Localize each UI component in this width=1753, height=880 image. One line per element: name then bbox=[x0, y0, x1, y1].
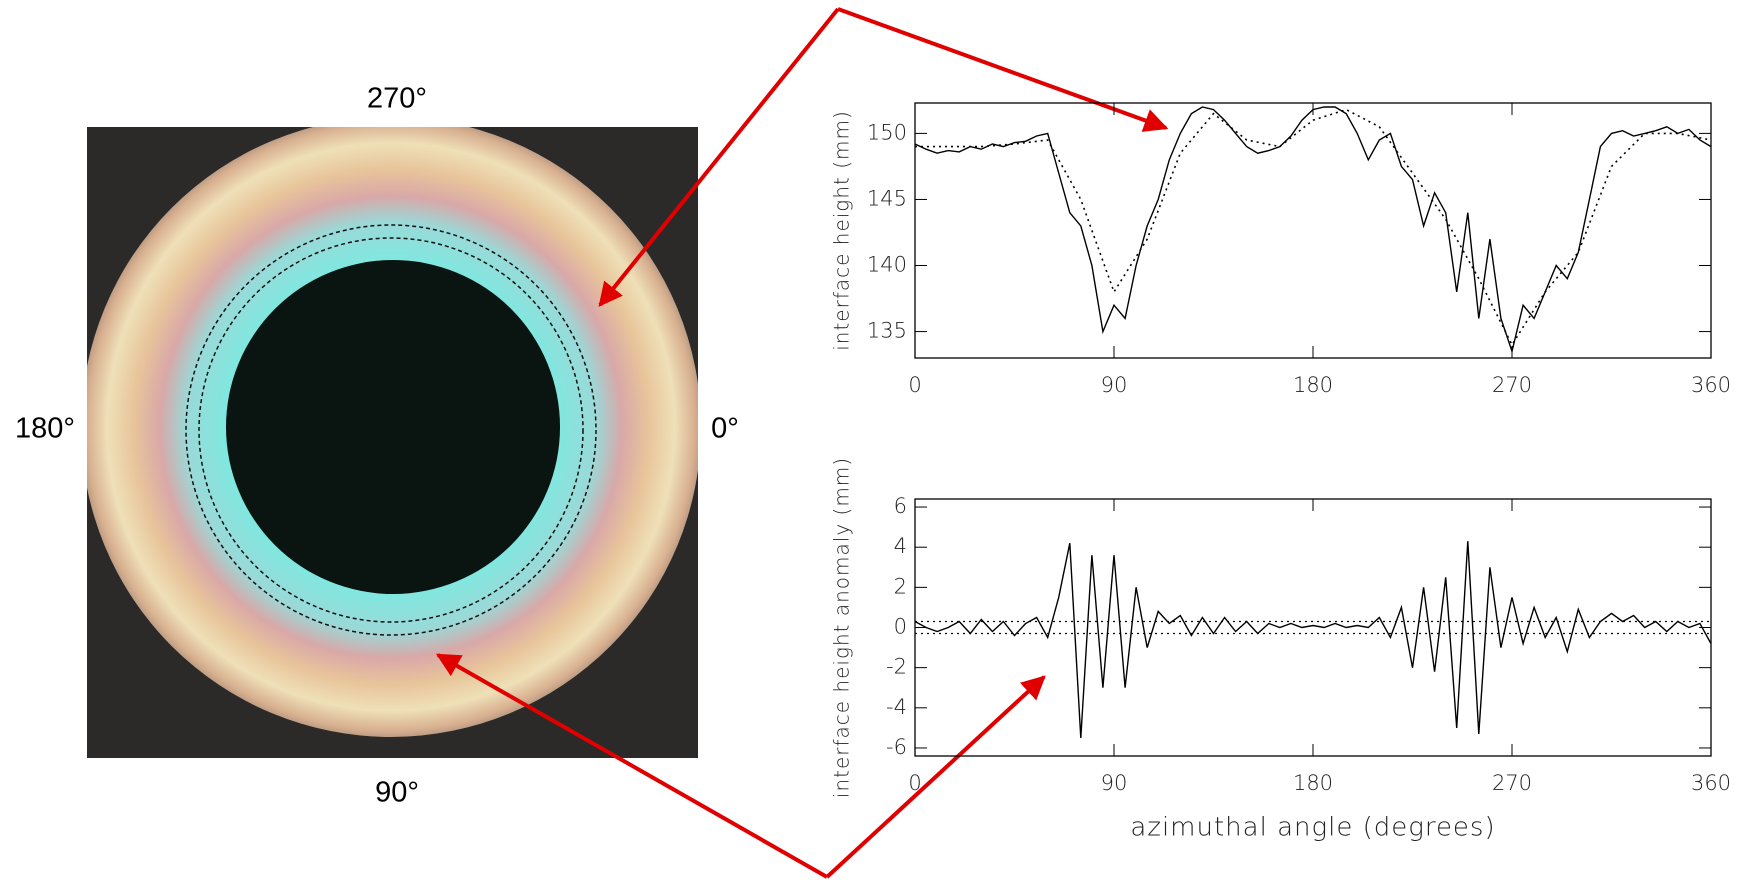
angle-label: 90° bbox=[375, 777, 419, 809]
y-tick-label: -2 bbox=[886, 655, 907, 679]
y-tick-label: -6 bbox=[886, 735, 907, 759]
y-tick-label: 4 bbox=[894, 534, 907, 558]
x-tick-label: 90 bbox=[1101, 771, 1128, 795]
x-tick-label: 90 bbox=[1101, 373, 1128, 397]
x-tick-label: 270 bbox=[1492, 373, 1532, 397]
x-tick-label: 0 bbox=[908, 373, 921, 397]
arrow bbox=[598, 7, 840, 307]
data-line bbox=[914, 541, 1712, 738]
y-tick-label: 6 bbox=[894, 494, 907, 518]
arrow bbox=[825, 675, 1046, 879]
data-line bbox=[915, 108, 1712, 347]
y-tick-label: 2 bbox=[894, 574, 907, 598]
y-axis-label: interface height (mm) bbox=[830, 110, 854, 351]
data-line bbox=[914, 106, 1712, 354]
angle-label: 0° bbox=[711, 413, 739, 445]
y-tick-label: 0 bbox=[894, 615, 907, 639]
angle-label: 180° bbox=[15, 413, 75, 445]
x-tick-label: 0 bbox=[908, 771, 921, 795]
arrow bbox=[435, 653, 828, 879]
y-tick-label: 135 bbox=[867, 319, 907, 343]
x-axis-label: azimuthal angle (degrees) bbox=[1130, 813, 1495, 843]
y-tick-label: 140 bbox=[867, 253, 907, 277]
x-tick-label: 270 bbox=[1492, 771, 1532, 795]
x-tick-label: 360 bbox=[1691, 771, 1731, 795]
x-tick-label: 180 bbox=[1293, 771, 1333, 795]
plot-frame bbox=[914, 102, 1712, 359]
y-tick-label: 145 bbox=[867, 186, 907, 210]
arrows bbox=[435, 7, 1169, 879]
y-tick-label: 150 bbox=[867, 120, 907, 144]
x-tick-label: 360 bbox=[1691, 373, 1731, 397]
photo bbox=[87, 127, 698, 758]
y-axis-label: interface height anomaly (mm) bbox=[830, 457, 854, 798]
plot-frame bbox=[914, 498, 1712, 757]
angle-label: 270° bbox=[367, 83, 427, 115]
arrow bbox=[837, 7, 1169, 132]
x-tick-label: 180 bbox=[1293, 373, 1333, 397]
y-tick-label: -4 bbox=[886, 695, 907, 719]
